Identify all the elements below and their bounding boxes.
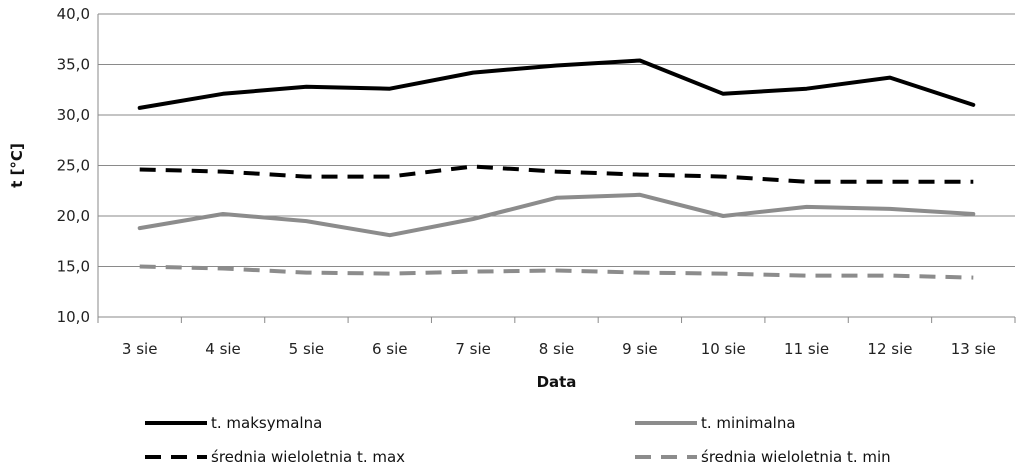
y-axis-ticks: 10,0 15,0 20,0 25,0 30,0 35,0 40,0 bbox=[57, 5, 90, 326]
series-t-minimalna-line bbox=[137, 192, 976, 238]
x-tick-label: 12 sie bbox=[867, 340, 912, 358]
series-srednia-min-line bbox=[139, 264, 974, 280]
x-tick-label: 3 sie bbox=[122, 340, 158, 358]
series-t-maksymalna-legend-label: t. maksymalna bbox=[211, 414, 322, 432]
y-tick-label: 35,0 bbox=[57, 56, 90, 74]
series-t-minimalna-legend-label: t. minimalna bbox=[701, 414, 796, 432]
series-srednia-max-legend-label: średnia wieloletnia t. max bbox=[211, 448, 405, 466]
y-axis-title: t [°C] bbox=[8, 143, 26, 188]
x-axis-title: Data bbox=[537, 373, 577, 391]
series-srednia-min-legend-label: średnia wieloletnia t. min bbox=[701, 448, 891, 466]
x-tick-label: 9 sie bbox=[622, 340, 658, 358]
x-axis-ticks: 3 sie 4 sie 5 sie 6 sie 7 sie 8 sie 9 sie 10 si… bbox=[97, 317, 1016, 358]
y-tick-label: 10,0 bbox=[57, 308, 90, 326]
series-lines bbox=[137, 58, 976, 280]
x-tick-label: 6 sie bbox=[372, 340, 408, 358]
y-tick-label: 20,0 bbox=[57, 207, 90, 225]
x-tick-label: 8 sie bbox=[539, 340, 575, 358]
x-tick-label: 4 sie bbox=[205, 340, 241, 358]
y-tick-label: 15,0 bbox=[57, 258, 90, 276]
series-srednia-max-line bbox=[139, 164, 974, 184]
x-tick-label: 5 sie bbox=[289, 340, 325, 358]
x-tick-label: 7 sie bbox=[455, 340, 491, 358]
legend: t. maksymalna t. minimalna średnia wielole… bbox=[145, 414, 891, 466]
x-tick-label: 11 sie bbox=[784, 340, 829, 358]
y-tick-label: 40,0 bbox=[57, 5, 90, 23]
y-tick-label: 30,0 bbox=[57, 106, 90, 124]
y-tick-label: 25,0 bbox=[57, 157, 90, 175]
x-tick-label: 10 sie bbox=[701, 340, 746, 358]
x-tick-label: 13 sie bbox=[951, 340, 996, 358]
series-t-maksymalna-line bbox=[137, 58, 976, 110]
